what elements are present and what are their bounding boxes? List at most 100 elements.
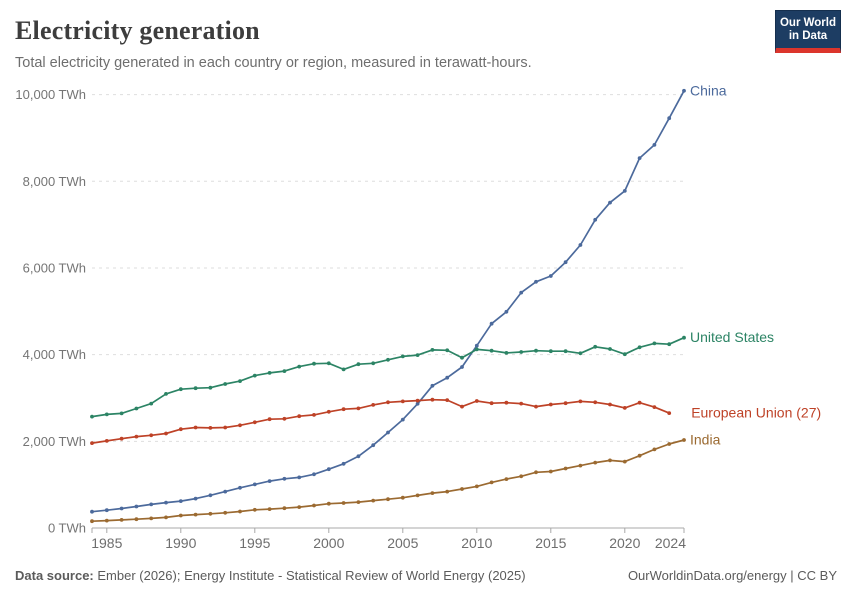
series-point-united-states-2001 bbox=[341, 367, 346, 372]
y-tick-label-4000: 4,000 TWh bbox=[23, 347, 86, 362]
y-tick-label-8000: 8,000 TWh bbox=[23, 174, 86, 189]
series-point-india-2012 bbox=[504, 477, 509, 481]
series-point-european-union-27-2005 bbox=[400, 399, 405, 404]
license-note[interactable]: OurWorldinData.org/energy | CC BY bbox=[627, 568, 837, 583]
series-point-india-2015 bbox=[548, 469, 553, 474]
series-point-united-states-1986 bbox=[119, 411, 124, 416]
series-point-india-2006 bbox=[415, 493, 420, 498]
series-point-india-1987 bbox=[134, 517, 139, 522]
series-point-china-2006 bbox=[415, 401, 420, 406]
series-label-united-states[interactable]: United States bbox=[690, 329, 774, 345]
series-point-china-2014 bbox=[534, 279, 538, 284]
series-point-china-2000 bbox=[326, 467, 331, 472]
series-point-china-2009 bbox=[460, 365, 464, 369]
data-source-text: Ember (2026); Energy Institute - Statist… bbox=[93, 568, 526, 583]
series-point-india-2017 bbox=[578, 463, 583, 468]
series-point-european-union-27-1999 bbox=[312, 413, 316, 417]
series-point-china-2018 bbox=[593, 217, 598, 222]
series-point-european-union-27-1994 bbox=[238, 423, 242, 428]
series-point-united-states-2011 bbox=[489, 348, 494, 353]
series-point-united-states-1999 bbox=[312, 361, 316, 366]
series-point-china-1984 bbox=[90, 509, 94, 514]
series-point-india-2000 bbox=[326, 501, 331, 506]
series-point-china-1985 bbox=[104, 508, 109, 513]
series-point-india-1984 bbox=[90, 519, 94, 524]
series-point-united-states-1994 bbox=[238, 379, 242, 383]
series-point-european-union-27-2003 bbox=[371, 403, 376, 407]
series-point-european-union-27-1984 bbox=[90, 441, 94, 445]
series-point-india-2008 bbox=[445, 489, 450, 494]
series-point-european-union-27-1991 bbox=[193, 425, 198, 430]
series-point-china-2005 bbox=[400, 417, 405, 422]
series-point-china-2008 bbox=[445, 375, 450, 380]
series-point-european-union-27-2020 bbox=[622, 406, 627, 410]
series-point-european-union-27-2002 bbox=[356, 406, 361, 411]
series-point-india-2003 bbox=[371, 498, 376, 503]
series-point-united-states-2012 bbox=[504, 351, 509, 355]
y-tick-label-0: 0 TWh bbox=[48, 521, 86, 536]
series-point-china-2019 bbox=[608, 200, 612, 205]
x-tick-label-2010: 2010 bbox=[461, 535, 492, 551]
series-line-china[interactable] bbox=[91, 89, 685, 513]
series-point-united-states-1997 bbox=[282, 369, 287, 373]
series-label-india[interactable]: India bbox=[690, 432, 721, 448]
x-tick-label-2005: 2005 bbox=[387, 535, 418, 551]
series-point-china-1991 bbox=[193, 496, 198, 501]
data-source-label: Data source: bbox=[15, 568, 94, 583]
series-line-united-states[interactable] bbox=[91, 336, 685, 418]
series-point-china-1996 bbox=[267, 479, 272, 483]
series-point-united-states-1991 bbox=[193, 386, 198, 391]
series-point-china-2011 bbox=[489, 321, 494, 326]
series-point-european-union-27-2021 bbox=[637, 400, 642, 405]
owid-logo[interactable]: Our World in Data bbox=[775, 10, 841, 53]
series-point-european-union-27-1989 bbox=[164, 431, 168, 436]
series-point-united-states-1984 bbox=[90, 414, 94, 419]
series-point-india-1996 bbox=[267, 507, 272, 511]
series-label-european-union-27[interactable]: European Union (27) bbox=[691, 405, 821, 421]
series-point-china-2007 bbox=[430, 383, 435, 388]
series-point-european-union-27-1987 bbox=[134, 434, 139, 439]
series-point-india-2010 bbox=[474, 484, 479, 489]
series-point-united-states-2010 bbox=[474, 347, 479, 352]
series-point-china-2001 bbox=[341, 461, 346, 466]
series-point-united-states-1998 bbox=[297, 364, 302, 369]
series-point-india-2023 bbox=[667, 442, 672, 446]
series-point-european-union-27-2019 bbox=[608, 402, 612, 407]
series-point-european-union-27-1995 bbox=[252, 420, 257, 425]
series-point-india-1993 bbox=[223, 510, 228, 515]
series-label-china[interactable]: China bbox=[690, 82, 727, 98]
series-point-india-1994 bbox=[238, 509, 242, 514]
series-point-united-states-1993 bbox=[223, 382, 228, 386]
series-point-united-states-2021 bbox=[637, 345, 642, 350]
series-point-european-union-27-1988 bbox=[149, 433, 154, 438]
series-line-european-union-27[interactable] bbox=[91, 398, 671, 444]
series-point-united-states-2008 bbox=[445, 348, 450, 353]
data-source-note: Data source: Ember (2026); Energy Instit… bbox=[15, 568, 526, 583]
series-point-india-1999 bbox=[312, 503, 316, 508]
series-point-india-1991 bbox=[193, 512, 198, 517]
series-point-india-2005 bbox=[400, 495, 405, 500]
series-point-united-states-2018 bbox=[593, 344, 598, 349]
series-point-european-union-27-2015 bbox=[548, 402, 553, 407]
series-point-european-union-27-2022 bbox=[652, 405, 657, 409]
series-point-european-union-27-2014 bbox=[534, 404, 538, 409]
series-point-india-2011 bbox=[489, 480, 494, 485]
series-point-united-states-2020 bbox=[622, 352, 627, 357]
series-point-united-states-1987 bbox=[134, 406, 139, 411]
series-point-european-union-27-1992 bbox=[208, 426, 213, 430]
series-point-united-states-2006 bbox=[415, 353, 420, 357]
series-line-india[interactable] bbox=[91, 439, 685, 523]
series-point-china-2021 bbox=[637, 156, 642, 161]
series-point-european-union-27-2006 bbox=[415, 398, 420, 403]
series-point-india-2016 bbox=[563, 466, 568, 471]
series-point-china-2013 bbox=[519, 290, 524, 295]
series-point-china-1990 bbox=[178, 499, 183, 503]
x-tick-label-1990: 1990 bbox=[165, 535, 196, 551]
series-point-united-states-2007 bbox=[430, 348, 435, 352]
series-point-european-union-27-2017 bbox=[578, 399, 583, 404]
series-point-european-union-27-2008 bbox=[445, 398, 450, 402]
series-point-china-1992 bbox=[208, 493, 213, 498]
series-point-china-1987 bbox=[134, 504, 139, 509]
